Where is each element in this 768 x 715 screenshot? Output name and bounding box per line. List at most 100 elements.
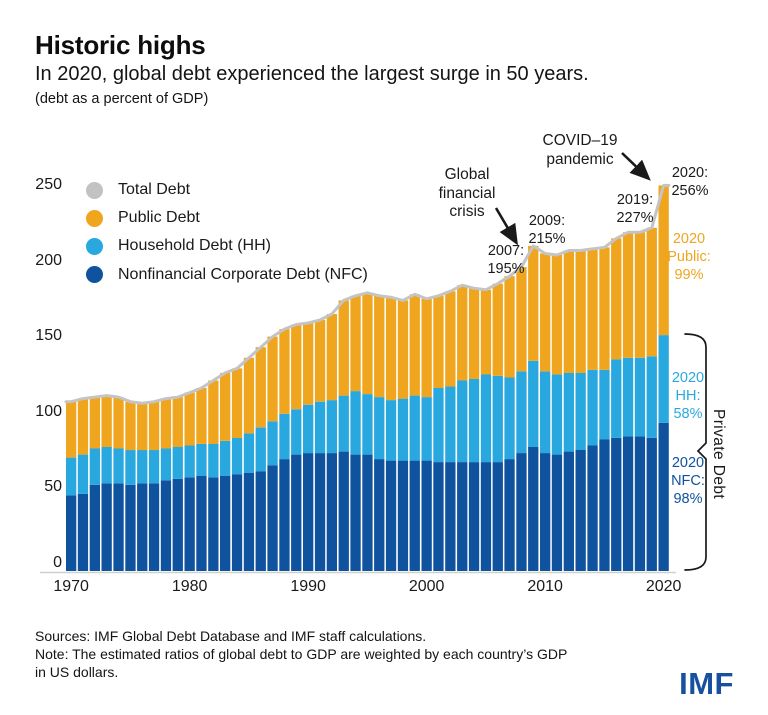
- bar-2010-public: [540, 253, 551, 372]
- bar-1995-hh: [362, 394, 373, 455]
- bar-2001-nfc: [433, 462, 444, 571]
- bar-2018-public: [634, 232, 646, 358]
- bar-2002-nfc: [445, 462, 456, 571]
- bar-2015-nfc: [599, 439, 610, 571]
- y-tick-0: 0: [53, 554, 62, 571]
- bar-1991-nfc: [314, 453, 326, 571]
- bar-1981-hh: [196, 444, 207, 476]
- bar-2004-nfc: [468, 462, 480, 571]
- bar-1988-public: [279, 329, 290, 414]
- bar-1992-public: [326, 314, 337, 401]
- bar-1973-nfc: [101, 483, 112, 571]
- bar-2013-public: [575, 250, 586, 373]
- bar-1989-hh: [291, 409, 302, 455]
- bar-2018-nfc: [634, 436, 646, 571]
- bar-1999-nfc: [409, 460, 420, 571]
- bar-2016-public: [611, 238, 622, 360]
- bar-2017-hh: [622, 357, 634, 437]
- legend-swatch-nfc-icon: [86, 266, 103, 284]
- bar-1997-nfc: [385, 460, 397, 571]
- bar-1991-public: [314, 320, 326, 402]
- bar-2012-nfc: [563, 451, 574, 571]
- imf-logo: IMF: [679, 666, 734, 701]
- bar-2008-public: [516, 267, 527, 372]
- legend-label-public: Public Debt: [118, 209, 200, 227]
- bar-2009-hh: [528, 360, 539, 447]
- bar-1981-public: [196, 388, 207, 444]
- bar-1978-nfc: [160, 480, 172, 571]
- bar-1990-nfc: [303, 453, 314, 571]
- bar-1991-hh: [314, 401, 326, 454]
- bar-1985-hh: [243, 433, 255, 473]
- bar-1994-public: [350, 295, 361, 392]
- bar-2013-hh: [575, 372, 586, 450]
- bar-1972-public: [89, 397, 100, 449]
- bar-1988-hh: [279, 413, 290, 460]
- legend-swatch-hh-icon: [86, 237, 103, 255]
- bar-2012-hh: [563, 372, 574, 452]
- y-tick-200: 200: [35, 251, 62, 269]
- bar-1971-hh: [77, 454, 89, 494]
- callout-2019: 2019: 227%: [616, 192, 654, 227]
- bar-1992-hh: [326, 400, 337, 453]
- unit-note: (debt as a percent of GDP): [35, 91, 209, 107]
- bar-1995-nfc: [362, 454, 373, 571]
- bar-1996-hh: [374, 397, 385, 460]
- bar-1984-nfc: [231, 474, 243, 571]
- bar-2000-hh: [421, 397, 432, 461]
- bar-2008-hh: [516, 371, 527, 453]
- bar-2004-hh: [468, 379, 480, 463]
- bar-1979-nfc: [172, 478, 183, 571]
- bar-1986-nfc: [255, 471, 266, 571]
- legend-swatch-total-icon: [86, 181, 103, 199]
- bar-1993-hh: [338, 395, 349, 452]
- legend-item-nfc: Nonfinancial Corporate Debt (NFC): [86, 261, 368, 289]
- bar-2012-public: [563, 250, 574, 373]
- bar-2014-nfc: [587, 445, 598, 571]
- bar-1980-public: [184, 392, 195, 446]
- bar-2002-public: [445, 291, 456, 387]
- bar-1986-public: [255, 347, 266, 428]
- bar-2001-public: [433, 295, 444, 388]
- bar-2017-nfc: [622, 436, 634, 571]
- bar-1981-nfc: [196, 475, 207, 571]
- bar-1978-hh: [160, 448, 172, 481]
- private-debt-label: Private Debt: [710, 408, 727, 500]
- bar-2014-public: [587, 248, 598, 370]
- bar-1977-public: [148, 401, 160, 451]
- source-note: Sources: IMF Global Debt Database and IM…: [35, 628, 567, 681]
- bar-1996-public: [374, 295, 385, 398]
- bar-2007-hh: [504, 377, 515, 460]
- bar-1976-hh: [137, 450, 148, 484]
- y-tick-150: 150: [35, 327, 62, 345]
- bar-2000-nfc: [421, 460, 432, 571]
- note-line: Note: The estimated ratios of global deb…: [35, 645, 568, 680]
- bar-1990-hh: [303, 404, 314, 454]
- bar-1992-nfc: [326, 453, 337, 571]
- bar-1972-hh: [89, 448, 100, 485]
- bar-2007-public: [504, 276, 515, 378]
- bar-2001-hh: [433, 388, 444, 463]
- bar-1983-nfc: [220, 475, 231, 571]
- x-tick-2010: 2010: [527, 578, 563, 595]
- bar-1977-nfc: [148, 483, 160, 571]
- callout-2020-nfc: 2020 NFC: 98%: [671, 455, 705, 508]
- bar-2013-nfc: [575, 450, 586, 571]
- bar-1975-nfc: [125, 484, 136, 571]
- bar-2003-nfc: [457, 462, 468, 571]
- bar-2004-public: [468, 288, 480, 379]
- bar-2011-nfc: [551, 454, 563, 571]
- bar-2015-public: [599, 247, 610, 370]
- bar-2003-hh: [457, 380, 468, 463]
- bar-1973-hh: [101, 447, 112, 484]
- bar-2007-nfc: [504, 459, 515, 571]
- bar-2008-nfc: [516, 453, 527, 571]
- bar-2006-nfc: [492, 462, 503, 571]
- bar-2016-nfc: [611, 437, 622, 571]
- x-tick-1980: 1980: [171, 578, 208, 595]
- bar-1993-nfc: [338, 451, 349, 571]
- page-title: Historic highs: [35, 30, 206, 60]
- bar-1970-hh: [66, 457, 77, 496]
- bar-1995-public: [362, 292, 373, 395]
